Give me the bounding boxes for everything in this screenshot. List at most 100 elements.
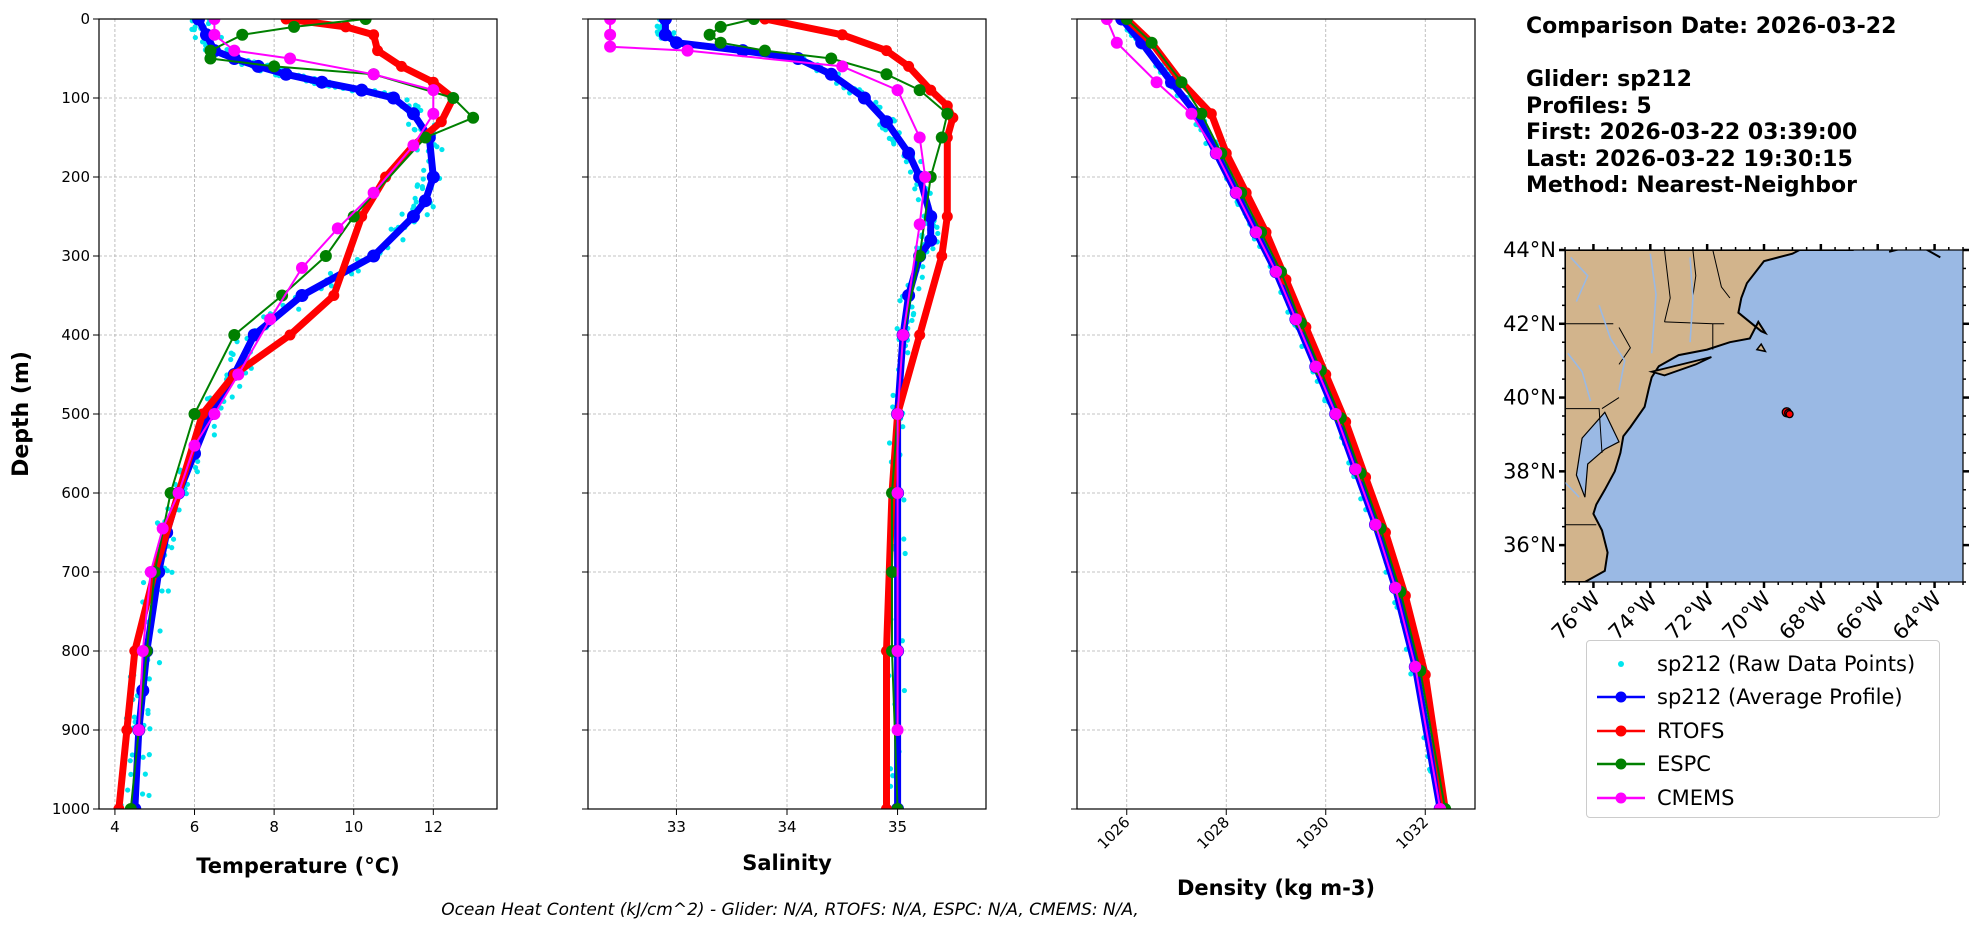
data-point	[913, 218, 926, 231]
raw-point	[192, 34, 198, 41]
map-lat-label: 38°N	[1503, 459, 1556, 483]
temperature-panel: 4 6 8 10 12 0 100 200 300 400 500 600 700 800 900 1000 T…	[9, 10, 498, 878]
raw-point	[411, 203, 417, 209]
state-border	[1692, 250, 1697, 297]
raw-point	[419, 183, 425, 190]
raw-point	[192, 465, 199, 471]
legend-marker	[1618, 660, 1624, 667]
data-point	[836, 29, 848, 41]
data-point	[208, 19, 221, 25]
data-point	[914, 329, 926, 341]
data-point	[1309, 360, 1322, 373]
data-point	[228, 329, 241, 341]
raw-point	[903, 159, 910, 165]
raw-point	[327, 270, 334, 277]
state-border	[1601, 397, 1620, 410]
data-point	[1369, 518, 1382, 531]
raw-point	[414, 183, 420, 189]
data-point	[427, 84, 440, 97]
map-lon-label: 76°W	[1547, 586, 1605, 644]
data-point	[427, 107, 440, 120]
x-axis-label: Temperature (°C)	[196, 854, 399, 878]
data-point	[759, 19, 771, 25]
raw-point	[170, 536, 177, 542]
grid	[588, 18, 986, 810]
data-point	[891, 84, 904, 97]
state-border	[1565, 408, 1603, 453]
data-point	[891, 724, 904, 736]
data-point	[881, 803, 892, 809]
map-lat-label: 44°N	[1503, 238, 1556, 262]
series-line	[1126, 19, 1447, 809]
legend-symbol	[1597, 758, 1645, 770]
data-point	[880, 68, 893, 81]
raw-point	[128, 771, 134, 777]
x-tick-label: 1032	[1392, 813, 1432, 853]
raw-point	[897, 298, 903, 304]
data-point	[347, 210, 360, 223]
data-point	[251, 59, 265, 73]
data-point	[1250, 226, 1263, 239]
series-cmems	[132, 19, 440, 736]
y-tick-label: 700	[61, 563, 90, 581]
data-point	[880, 115, 893, 129]
raw-point	[139, 791, 146, 797]
raw-point	[919, 274, 925, 280]
data-point	[925, 84, 937, 96]
raw-point	[916, 286, 922, 292]
data-point	[924, 233, 938, 247]
raw-point	[228, 350, 234, 356]
data-point	[426, 170, 440, 184]
raw-point	[159, 588, 165, 594]
data-point	[1110, 36, 1123, 49]
glider-name: Glider: sp212	[1526, 67, 1692, 92]
raw-point	[140, 754, 146, 760]
land	[1565, 250, 1854, 582]
map-lon-label: 64°W	[1888, 586, 1946, 644]
data-point	[368, 29, 380, 41]
data-point	[714, 36, 727, 49]
raw-point	[183, 491, 189, 497]
data-point	[658, 28, 672, 42]
series-line	[1124, 19, 1449, 809]
raw-point	[165, 588, 171, 594]
state-border	[1664, 250, 1671, 323]
raw-point	[169, 569, 175, 575]
map-lon-label: 74°W	[1604, 586, 1662, 644]
map-lat-label: 42°N	[1503, 312, 1556, 336]
raw-point	[145, 710, 151, 717]
legend-marker	[1615, 758, 1627, 770]
map-lon-label: 70°W	[1718, 586, 1776, 644]
raw-point	[191, 27, 197, 33]
legend-symbol	[1618, 660, 1624, 667]
data-point	[247, 328, 261, 342]
raw-point	[388, 226, 394, 232]
y-tick-label: 100	[61, 89, 90, 107]
raw-point	[900, 424, 906, 430]
legend-label: ESPC	[1657, 752, 1711, 777]
legend-symbol	[1597, 691, 1645, 703]
data-point	[1120, 19, 1133, 25]
raw-point	[909, 317, 915, 324]
x-tick-label: 10	[344, 818, 363, 836]
data-point	[857, 91, 871, 105]
legend-item: RTOFS	[1595, 714, 1931, 748]
raw-point	[127, 758, 133, 764]
method: Method: Nearest-Neighbor	[1526, 173, 1857, 198]
data-point	[367, 68, 380, 81]
raw-point	[147, 726, 153, 732]
data-point	[359, 19, 372, 25]
data-point	[1210, 147, 1223, 160]
data-point	[295, 289, 309, 302]
raw-point	[195, 458, 201, 465]
raw-point	[902, 550, 908, 557]
raw-point	[211, 432, 217, 438]
raw-point	[910, 312, 916, 318]
y-tick-label: 0	[80, 10, 90, 28]
x-tick-label: 33	[667, 818, 686, 836]
raw-point	[404, 97, 410, 103]
raw-point	[901, 497, 907, 503]
x-axis-label: Density (kg m-3)	[1177, 876, 1375, 900]
data-point	[264, 313, 277, 326]
data-point	[435, 116, 447, 128]
